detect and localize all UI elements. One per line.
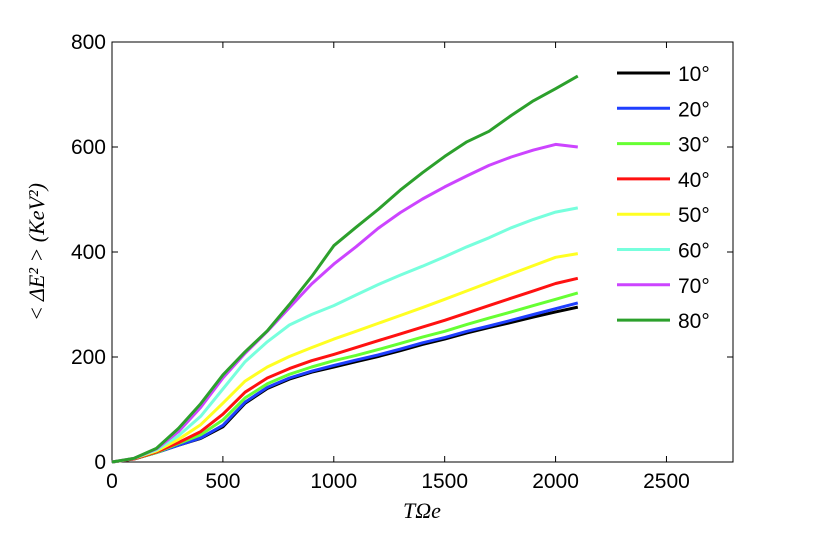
legend-label-2: 30° [678,134,710,157]
x-tick-label: 500 [205,470,240,493]
y-tick-label: 600 [71,136,106,159]
series-line-3 [111,276,579,464]
axis-ticks: 0 500 1000 1500 2000 2500 0 200 400 600 800 [71,31,733,493]
series-line-1 [111,301,579,464]
y-axis-label: < ΔE² > (KeV²) [24,183,49,321]
legend-label-3: 40° [678,169,710,192]
x-tick-label: 2500 [643,470,690,493]
y-tick-label: 400 [71,241,106,264]
x-tick-label: 1500 [421,470,468,493]
legend-label-0: 10° [678,63,710,86]
series-line-5 [111,206,579,464]
legend: 10° 20° 30° 40° 50° 60° 70° 80° [617,63,710,333]
x-tick-label: 0 [106,470,118,493]
legend-label-7: 80° [678,310,710,333]
x-axis-label: TΩe [403,498,441,523]
y-tick-label: 800 [71,31,106,54]
legend-label-5: 60° [678,240,710,263]
x-tick-label: 2000 [532,470,579,493]
legend-label-4: 50° [678,204,710,227]
y-tick-label: 200 [71,346,106,369]
series-line-6 [111,142,578,464]
x-tick-label: 1000 [310,470,357,493]
series-line-4 [111,252,579,464]
series-layer [111,74,579,464]
series-line-7 [111,74,579,464]
legend-label-6: 70° [678,275,710,298]
y-tick-label: 0 [94,451,106,474]
legend-label-1: 20° [678,98,710,121]
series-line-2 [111,291,579,464]
plot-frame [111,41,734,463]
